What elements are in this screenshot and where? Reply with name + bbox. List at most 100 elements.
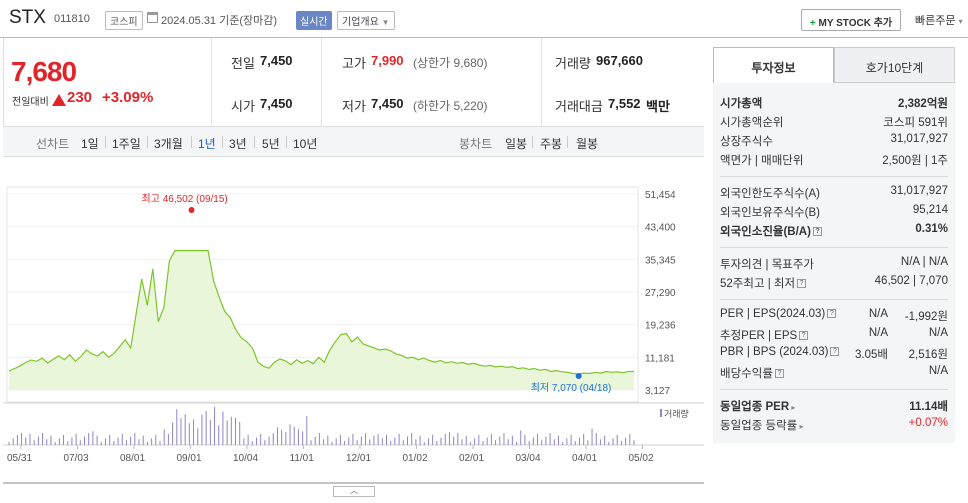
quick-order-button[interactable]: 빠른주문 ▾ [915, 12, 963, 28]
price-change: 230 [67, 89, 93, 106]
info-value: 11.14배 [909, 401, 948, 413]
info-label: 외국인보유주식수(B) [720, 207, 820, 219]
info-row: 외국인한도주식수(A) 31,017,927 [720, 185, 948, 203]
help-icon[interactable]: ? [799, 331, 809, 341]
plot-frame [6, 186, 639, 403]
info-value: 2,516원 [908, 349, 948, 361]
divider [321, 38, 322, 126]
help-icon[interactable]: ? [812, 227, 822, 237]
info-value-1: 3.05배 [855, 349, 888, 361]
stock-name: STX [9, 7, 46, 28]
y-tick-label: 3,127 [645, 386, 670, 397]
candle-chart-label: 봉차트 [459, 137, 493, 151]
high-annotation: 최고 46,502 (09/15) [142, 193, 228, 205]
info-row[interactable]: 동일업종 PER ▸ 11.14배 [720, 398, 948, 416]
high-value: 7,990 [371, 53, 404, 68]
current-price: 7,680 [11, 56, 77, 87]
help-icon[interactable]: ? [830, 347, 840, 357]
info-row: 투자의견 | 목표주가 N/A | N/A [720, 256, 948, 274]
info-row[interactable]: 동일업종 등락률 ▸ +0.07% [720, 417, 948, 435]
x-tick-label: 05/02 [629, 453, 654, 464]
my-stock-add-button[interactable]: + MY STOCK 추가 [801, 9, 901, 31]
info-value: 2,382억원 [898, 98, 948, 110]
info-value: 46,502 | 7,070 [874, 275, 948, 287]
info-row: 시가총액 2,382억원 [720, 95, 948, 113]
divider [105, 136, 106, 148]
chevron-right-icon: ▸ [789, 403, 796, 412]
amount-label: 거래대금 [555, 99, 603, 114]
period-1y[interactable]: 1년 [198, 137, 216, 151]
upper-limit: (상한가 9,680) [413, 56, 488, 70]
info-label: 동일업종 PER [720, 401, 790, 413]
low-annotation: 최저 7,070 (04/18) [531, 382, 612, 394]
info-label: 배당수익률 [720, 368, 773, 380]
company-overview-label: 기업개요 [342, 17, 379, 28]
divider [191, 136, 192, 148]
y-tick-label: 43,400 [645, 223, 676, 234]
period-3y[interactable]: 3년 [229, 137, 247, 151]
candle-weekly[interactable]: 주봉 [540, 137, 563, 151]
info-row: 상장주식수 31,017,927 [720, 133, 948, 151]
divider [541, 38, 542, 126]
volume-legend-label: 거래량 [664, 409, 689, 419]
volume-legend-swatch [660, 409, 662, 417]
period-10y[interactable]: 10년 [293, 137, 318, 151]
company-overview-dropdown[interactable]: 기업개요 ▼ [337, 11, 395, 30]
y-tick-label: 51,454 [645, 190, 676, 201]
y-tick-label: 11,181 [645, 353, 675, 364]
x-tick-label: 07/03 [64, 453, 89, 464]
period-1d[interactable]: 1일 [81, 137, 99, 151]
info-value: +0.07% [908, 417, 948, 429]
x-tick-label: 08/01 [120, 453, 145, 464]
line-chart-label: 선차트 [36, 137, 70, 151]
candle-daily[interactable]: 일봉 [505, 137, 528, 151]
help-icon[interactable]: ? [797, 279, 807, 289]
chart-collapse-button[interactable]: ︿ [333, 486, 375, 497]
chevron-down-icon: ▼ [381, 18, 390, 27]
tab-order-book[interactable]: 호가10단계 [834, 47, 955, 83]
help-icon[interactable]: ? [774, 369, 784, 379]
chevron-up-icon: ︿ [350, 486, 358, 495]
x-tick-label: 10/04 [233, 453, 258, 464]
candle-monthly[interactable]: 월봉 [576, 137, 599, 151]
help-icon[interactable]: ? [827, 309, 837, 319]
divider [254, 136, 255, 148]
volume-value: 967,660 [596, 53, 643, 68]
info-label: 시가총액순위 [720, 117, 784, 129]
high-marker [188, 207, 195, 213]
x-tick-label: 04/01 [572, 453, 597, 464]
divider [567, 136, 568, 148]
info-row: 액면가 | 매매단위 2,500원 | 1주 [720, 152, 948, 170]
divider [147, 136, 148, 148]
realtime-button[interactable]: 실시간 [296, 11, 332, 30]
divider [211, 38, 212, 126]
low-marker [575, 373, 582, 380]
x-tick-label: 05/31 [7, 453, 32, 464]
stock-code: 011810 [54, 13, 90, 25]
x-tick-label: 03/04 [516, 453, 541, 464]
prev-close-label: 전일 [231, 56, 255, 71]
divider [532, 136, 533, 148]
plus-icon: + [809, 18, 816, 29]
info-value: N/A | N/A [900, 256, 948, 268]
calendar-icon [147, 12, 158, 23]
info-value-1: N/A [868, 327, 888, 339]
market-badge: 코스피 [105, 11, 143, 30]
chevron-right-icon: ▸ [797, 422, 804, 431]
period-5y[interactable]: 5년 [262, 137, 280, 151]
up-triangle-icon [52, 94, 66, 106]
tab-investment-info[interactable]: 투자정보 [713, 47, 834, 83]
info-value: -1,992원 [904, 311, 948, 323]
chart-period-bar: 선차트 1일 1주일 3개월 1년 3년 5년 10년 봉차트 일봉 주봉 월봉 [3, 126, 704, 157]
info-label: 외국인소진율(B/A) [720, 226, 811, 238]
quote-date: 2024.05.31 기준(장마감) [161, 15, 278, 27]
period-1w[interactable]: 1주일 [112, 137, 141, 151]
y-tick-label: 35,345 [645, 255, 676, 266]
period-3m[interactable]: 3개월 [154, 137, 183, 151]
info-label: 추정PER | EPS [720, 330, 798, 342]
info-value: 31,017,927 [890, 133, 948, 145]
price-chart[interactable]: 51,454 43,400 35,345 27,290 19,236 11,181 3,12… [3, 157, 704, 500]
info-row: 외국인소진율(B/A)? 0.31% [720, 223, 948, 241]
volume-label: 거래량 [555, 56, 591, 71]
info-label: 투자의견 | 목표주가 [720, 259, 815, 271]
